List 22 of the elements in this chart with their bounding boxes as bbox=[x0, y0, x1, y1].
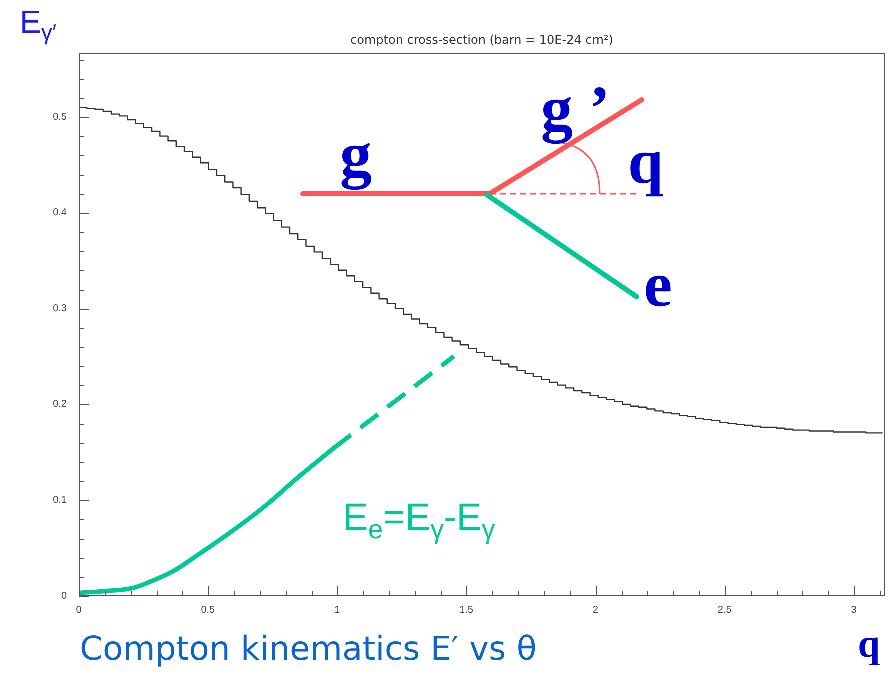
series-label: E$_{e}$=E$_{γ}$-E$_{γ}$ bbox=[343, 497, 496, 544]
x-axis-title: q bbox=[858, 621, 880, 666]
chart-title: compton cross-section (barn = 10E-24 cm²) bbox=[350, 33, 614, 48]
x-tick-label: 2 bbox=[592, 604, 599, 616]
annotation: g ’ bbox=[541, 73, 610, 144]
y-tick-label: 0 bbox=[61, 590, 68, 602]
annotation: q bbox=[628, 126, 664, 197]
y-tick-label: 0.4 bbox=[53, 208, 68, 219]
x-tick-label: 2.5 bbox=[718, 604, 732, 616]
annotation: g bbox=[340, 119, 372, 190]
x-tick-label: 0 bbox=[76, 604, 82, 616]
y-tick-label: 0.1 bbox=[53, 494, 68, 506]
annotation: e bbox=[644, 249, 672, 320]
y-tick-label: 0.3 bbox=[53, 303, 68, 314]
x-tick-label: 1 bbox=[334, 604, 341, 616]
x-tick-label: 0.5 bbox=[201, 604, 216, 616]
x-tick-label: 3 bbox=[851, 604, 858, 616]
y-tick-label: 0.2 bbox=[53, 399, 68, 410]
x-tick-label: 1.5 bbox=[460, 604, 474, 616]
text: Compton kinematics E′ vs θ bbox=[80, 629, 537, 668]
y-tick-label: 0.5 bbox=[53, 112, 68, 123]
y-axis-title: E$_{γ′}$ bbox=[20, 4, 57, 46]
